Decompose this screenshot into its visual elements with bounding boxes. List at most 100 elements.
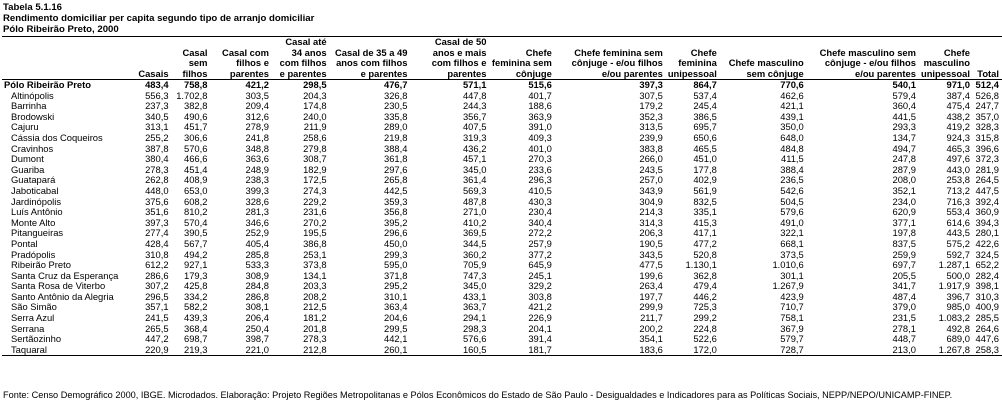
table-cell: 425,8: [184, 280, 208, 292]
row-label: Santa Cruz da Esperança: [11, 269, 119, 281]
table-cell: 319,3: [462, 131, 487, 143]
table-cell: 213,0: [806, 344, 919, 357]
table-cell: 328,6: [245, 195, 269, 207]
table-cell: 758,8: [184, 79, 208, 90]
table-cell: 328,3: [975, 121, 999, 133]
row-label: Cravinhos: [11, 142, 54, 154]
row-label: Serra Azul: [11, 312, 55, 324]
table-cell: 363,6: [245, 153, 269, 165]
table-cell: 294,1: [462, 312, 487, 324]
table-cell: 433,1: [462, 290, 487, 302]
table-cell: 296,6: [384, 227, 408, 239]
table-cell: 195,5: [303, 227, 327, 239]
table-cell: 477,2: [693, 237, 717, 249]
column-header: Chefe masculino sem cônjuge - e/ou filho…: [806, 36, 919, 80]
table-cell: 592,7: [946, 248, 970, 260]
table-cell: 522,6: [693, 333, 717, 345]
table-cell: 308,1: [245, 301, 269, 313]
table-cell: 343,5: [639, 248, 663, 260]
table-cell: 556,3: [145, 89, 169, 101]
table-cell: 299,5: [384, 322, 408, 334]
row-label: Altinópolis: [11, 89, 54, 101]
table-cell: 652,2: [975, 259, 999, 271]
table-cell: 263,4: [639, 280, 663, 292]
table-cell: 296,5: [145, 290, 169, 302]
table-cell: 571,1: [462, 79, 487, 90]
table-cell: 436,2: [462, 142, 487, 154]
table-cell: 392,4: [975, 195, 999, 207]
table-cell: 172,0: [665, 344, 720, 357]
table-cell: 324,5: [975, 248, 999, 260]
table-cell: 576,6: [462, 333, 487, 345]
table-cell: 705,9: [462, 259, 487, 271]
table-cell: 260,1: [329, 344, 411, 357]
table-cell: 490,6: [184, 110, 208, 122]
table-row: Cássia dos Coqueiros 255,2 306,6 241,8 258,6…: [2, 131, 1002, 144]
column-header: Casais: [135, 36, 172, 80]
table-row: Santa Cruz da Esperança 286,6 179,3 308,9 13…: [2, 269, 1002, 282]
table-cell: 253,1: [303, 248, 327, 260]
table-cell: 971,0: [946, 79, 970, 90]
table-cell: 204,6: [384, 312, 408, 324]
table-cell: 650,6: [693, 131, 717, 143]
column-header: Chefe feminina unipessoal: [665, 36, 720, 80]
table-row: Brodowski 340,5 490,6 312,6 240,0 335,8 356,7 3…: [2, 110, 1002, 123]
table-cell: 212,5: [303, 301, 327, 313]
table-cell: 245,4: [693, 100, 717, 112]
table-cell: 451,4: [184, 163, 208, 175]
table-cell: 450,0: [384, 237, 408, 249]
table-cell: 181,2: [303, 312, 327, 324]
table-cell: 204,1: [528, 322, 552, 334]
table-cell: 448,0: [145, 184, 169, 196]
table-cell: 494,7: [892, 142, 916, 154]
table-cell: 204,3: [303, 89, 327, 101]
table-cell: 479,4: [693, 280, 717, 292]
column-header: Chefe masculino unipessoal: [918, 36, 973, 80]
table-cell: 770,6: [780, 79, 804, 90]
table-cell: 278,9: [245, 121, 269, 133]
data-table: Casais Casal sem filhos Casal com filhos e…: [2, 36, 1002, 357]
table-cell: 244,3: [462, 100, 487, 112]
table-cell: 354,1: [639, 333, 663, 345]
table-cell: 405,4: [245, 237, 269, 249]
table-cell: 582,2: [184, 301, 208, 313]
table-cell: 231,6: [303, 206, 327, 218]
table-cell: 515,6: [528, 79, 552, 90]
table-cell: 451,7: [184, 121, 208, 133]
table-cell: 206,3: [639, 227, 663, 239]
table-cell: 400,9: [975, 301, 999, 313]
title-block: Tabela 5.1.16 Rendimento domiciliar per …: [0, 0, 1002, 35]
table-cell: 362,8: [693, 269, 717, 281]
table-cell: 172,5: [303, 174, 327, 186]
table-cell: 439,3: [184, 312, 208, 324]
table-cell: 340,4: [528, 216, 552, 228]
table-cell: 361,4: [462, 174, 487, 186]
table-cell: 476,7: [384, 79, 408, 90]
row-label: Luís Antônio: [11, 206, 63, 218]
table-cell: 134,1: [303, 269, 327, 281]
table-cell: 315,8: [975, 131, 999, 143]
table-cell: 758,1: [780, 312, 804, 324]
column-header: Chefe feminina sem cônjuge: [489, 36, 555, 80]
table-cell: 391,4: [528, 333, 552, 345]
column-header: Casal com filhos e parentes: [210, 36, 272, 80]
table-cell: 1.267,9: [772, 280, 804, 292]
table-cell: 179,3: [184, 269, 208, 281]
table-cell: 713,2: [946, 184, 970, 196]
table-cell: 1.917,9: [938, 280, 970, 292]
column-header: Casal de 35 a 49 anos com filhos e paren…: [329, 36, 411, 80]
table-cell: 296,3: [528, 174, 552, 186]
table-cell: 359,3: [384, 195, 408, 207]
table-cell: 310,8: [145, 248, 169, 260]
table-cell: 270,2: [303, 216, 327, 228]
table-cell: 341,7: [892, 280, 916, 292]
table-cell: 570,4: [184, 216, 208, 228]
table-cell: 360,4: [892, 100, 916, 112]
table-region-year: Pólo Ribeirão Preto, 2000: [3, 24, 119, 35]
table-cell: 375,6: [145, 195, 169, 207]
table-row: Ribeirão Preto 612,2 927,1 533,3 373,8 595,0 7…: [2, 259, 1002, 271]
table-cell: 240,0: [303, 110, 327, 122]
table-cell: 212,8: [271, 344, 330, 357]
table-cell: 285,8: [245, 248, 269, 260]
table-cell: 402,9: [693, 174, 717, 186]
